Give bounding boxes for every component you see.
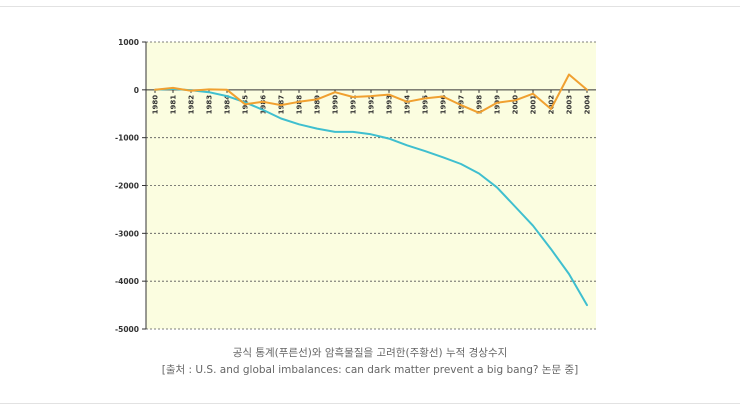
y-tick-label: -1000	[115, 134, 139, 143]
x-tick-label: 1981	[170, 95, 178, 115]
y-axis-ticks: 1000 0 -1000 -2000 -3000 -4000 -5000	[115, 38, 146, 334]
x-tick-label: 2002	[548, 95, 556, 115]
chart-caption: 공식 통계(푸른선)와 암흑물질을 고려한(주황선) 누적 경상수지	[232, 347, 508, 359]
x-tick-label: 2000	[512, 95, 520, 115]
series-line-2	[154, 73, 588, 114]
y-tick-label: -5000	[115, 325, 139, 334]
x-tick-label: 1996	[440, 95, 448, 115]
x-tick-label: 2001	[530, 95, 538, 115]
x-tick-label: 2004	[584, 95, 592, 115]
x-tick-label: 1992	[368, 95, 376, 115]
x-tick-label: 2003	[566, 95, 574, 115]
x-tick-label: 1984	[224, 95, 232, 115]
bottom-divider	[0, 403, 740, 404]
x-tick-label: 1991	[350, 95, 358, 115]
x-tick-label: 1993	[386, 95, 394, 115]
x-tick-label: 1986	[260, 95, 268, 115]
x-tick-label: 1994	[404, 95, 412, 115]
x-tick-label: 1990	[332, 95, 340, 115]
y-tick-label: -4000	[115, 277, 139, 286]
gridlines	[146, 41, 596, 330]
x-tick-label: 1989	[314, 95, 322, 115]
x-tick-label: 1982	[188, 95, 196, 115]
series-line-1	[154, 87, 588, 307]
x-tick-label: 1995	[422, 95, 430, 115]
x-tick-label: 1999	[494, 95, 502, 115]
y-tick-label: -3000	[115, 229, 139, 238]
x-tick-label: 1998	[476, 95, 484, 115]
x-tick-label: 1988	[296, 95, 304, 115]
y-tick-label: 0	[134, 86, 139, 95]
x-tick-label: 1980	[152, 95, 160, 115]
top-divider	[0, 6, 740, 7]
y-tick-label: 1000	[118, 38, 139, 47]
chart-source: [출처 : U.S. and global imbalances: can da…	[161, 364, 579, 376]
series-lines	[154, 73, 588, 307]
x-tick-label: 1983	[206, 95, 214, 115]
y-tick-label: -2000	[115, 182, 139, 191]
